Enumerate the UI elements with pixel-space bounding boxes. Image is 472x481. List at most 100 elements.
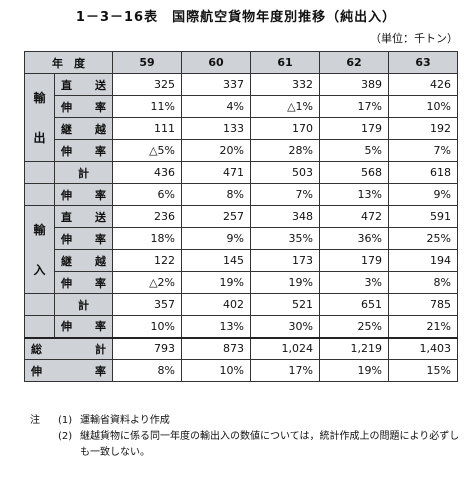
cell: 503 (250, 161, 320, 184)
cell: 436 (112, 161, 182, 184)
grand-rate-row: 伸率 8% 10% 17% 19% 15% (24, 359, 458, 382)
cell: 10% (388, 95, 458, 118)
unit-label: （単位：千トン） (370, 32, 458, 45)
cell: 389 (319, 73, 389, 96)
cell: 236 (112, 205, 182, 228)
cell: 402 (181, 293, 251, 316)
row-label: 直送 (54, 73, 113, 96)
cell: 25% (319, 315, 389, 338)
cell: 17% (250, 359, 320, 382)
cell: 8% (181, 183, 251, 206)
cell: 10% (112, 315, 182, 338)
cell: 8% (112, 359, 182, 382)
cell: 618 (388, 161, 458, 184)
row-label: 直送 (54, 205, 113, 228)
footnote-number: (1) (58, 415, 73, 426)
table-row: 計 436 471 503 568 618 (24, 161, 458, 184)
header-row: 年 度 59 60 61 62 63 (24, 51, 458, 74)
cell: 426 (388, 73, 458, 96)
cell: 11% (112, 95, 182, 118)
footnote-text: 運輸省資料より作成 (80, 415, 170, 426)
cell: 194 (388, 249, 458, 272)
cell: 9% (388, 183, 458, 206)
cell: 7% (388, 139, 458, 162)
cell: 21% (388, 315, 458, 338)
cell: 122 (112, 249, 182, 272)
cell: 20% (181, 139, 251, 162)
cell: 257 (181, 205, 251, 228)
cell: 471 (181, 161, 251, 184)
cell: 348 (250, 205, 320, 228)
cell: 1,403 (388, 336, 458, 360)
table-row: 伸率 6% 8% 7% 13% 9% (24, 183, 458, 206)
cell: 1,024 (250, 336, 320, 360)
row-label: 継越 (54, 117, 113, 140)
year-col: 60 (181, 51, 251, 74)
cell: 173 (250, 249, 320, 272)
footnote-item: 注 (1) 運輸省資料より作成 (30, 413, 460, 429)
cell: 9% (181, 227, 251, 250)
section-label-export: 輸出 (24, 73, 55, 162)
cell: 18% (112, 227, 182, 250)
cell: 332 (250, 73, 320, 96)
footnotes: 注 (1) 運輸省資料より作成 (2) 継越貨物に係る同一年度の輸出入の数値につ… (30, 413, 460, 461)
table-row: 輸出 直送 325 337 332 389 426 (24, 73, 458, 162)
row-label: 伸率 (24, 359, 113, 382)
row-label: 伸率 (54, 271, 113, 294)
cell: 170 (250, 117, 320, 140)
row-label: 計 (54, 161, 113, 184)
footnote-item: (2) 継越貨物に係る同一年度の輸出入の数値については，統計作成上の問題により必… (30, 429, 460, 461)
cell: 19% (250, 271, 320, 294)
table-row: 輸入 直送 236 257 348 472 591 (24, 205, 458, 294)
cell: 36% (319, 227, 389, 250)
cell: 19% (181, 271, 251, 294)
cell: 19% (319, 359, 389, 382)
section-label-import: 輸入 (24, 205, 55, 294)
cell: 133 (181, 117, 251, 140)
table-row: 継越 122 145 173 179 194 (25, 249, 458, 272)
cell: 325 (112, 73, 182, 96)
cell: 15% (388, 359, 458, 382)
year-header: 年 度 (24, 51, 113, 74)
cell: 4% (181, 95, 251, 118)
table-title: 1－3－16表 国際航空貨物年度別推移（純出入） (75, 10, 397, 25)
cell: 30% (250, 315, 320, 338)
row-label: 総計 (24, 336, 113, 360)
cell: 5% (319, 139, 389, 162)
row-label: 伸率 (54, 95, 113, 118)
year-col: 62 (319, 51, 389, 74)
cell: 7% (250, 183, 320, 206)
year-col: 63 (388, 51, 458, 74)
table-row: 伸率 △5% 20% 28% 5% 7% (25, 139, 458, 162)
grand-total-row: 総計 793 873 1,024 1,219 1,403 (24, 336, 458, 360)
cell: △5% (112, 139, 182, 162)
row-label: 計 (54, 293, 113, 316)
cell: 521 (250, 293, 320, 316)
cell: 337 (181, 73, 251, 96)
cell: 13% (319, 183, 389, 206)
cell: 179 (319, 117, 389, 140)
table-row: 計 357 402 521 651 785 (24, 293, 458, 316)
cargo-table: 年 度 59 60 61 62 63 輸出 直送 325 337 332 389… (24, 51, 458, 382)
cell: 3% (319, 271, 389, 294)
cell: 10% (181, 359, 251, 382)
table-row: 伸率 11% 4% △1% 17% 10% (25, 95, 458, 118)
row-label: 伸率 (54, 227, 113, 250)
cell: △2% (112, 271, 182, 294)
cell: △1% (250, 95, 320, 118)
cell: 17% (319, 95, 389, 118)
cell: 591 (388, 205, 458, 228)
cell: 793 (112, 336, 182, 360)
row-label: 伸率 (54, 139, 113, 162)
cell: 35% (250, 227, 320, 250)
footnote-prefix: 注 (30, 415, 40, 426)
table-row: 継越 111 133 170 179 192 (25, 117, 458, 140)
cell: 785 (388, 293, 458, 316)
cell: 179 (319, 249, 389, 272)
footnote-number: (2) (58, 431, 73, 442)
cell: 357 (112, 293, 182, 316)
table-row: 伸率 10% 13% 30% 25% 21% (24, 315, 458, 338)
cell: 873 (181, 336, 251, 360)
cell: 8% (388, 271, 458, 294)
cell: 111 (112, 117, 182, 140)
